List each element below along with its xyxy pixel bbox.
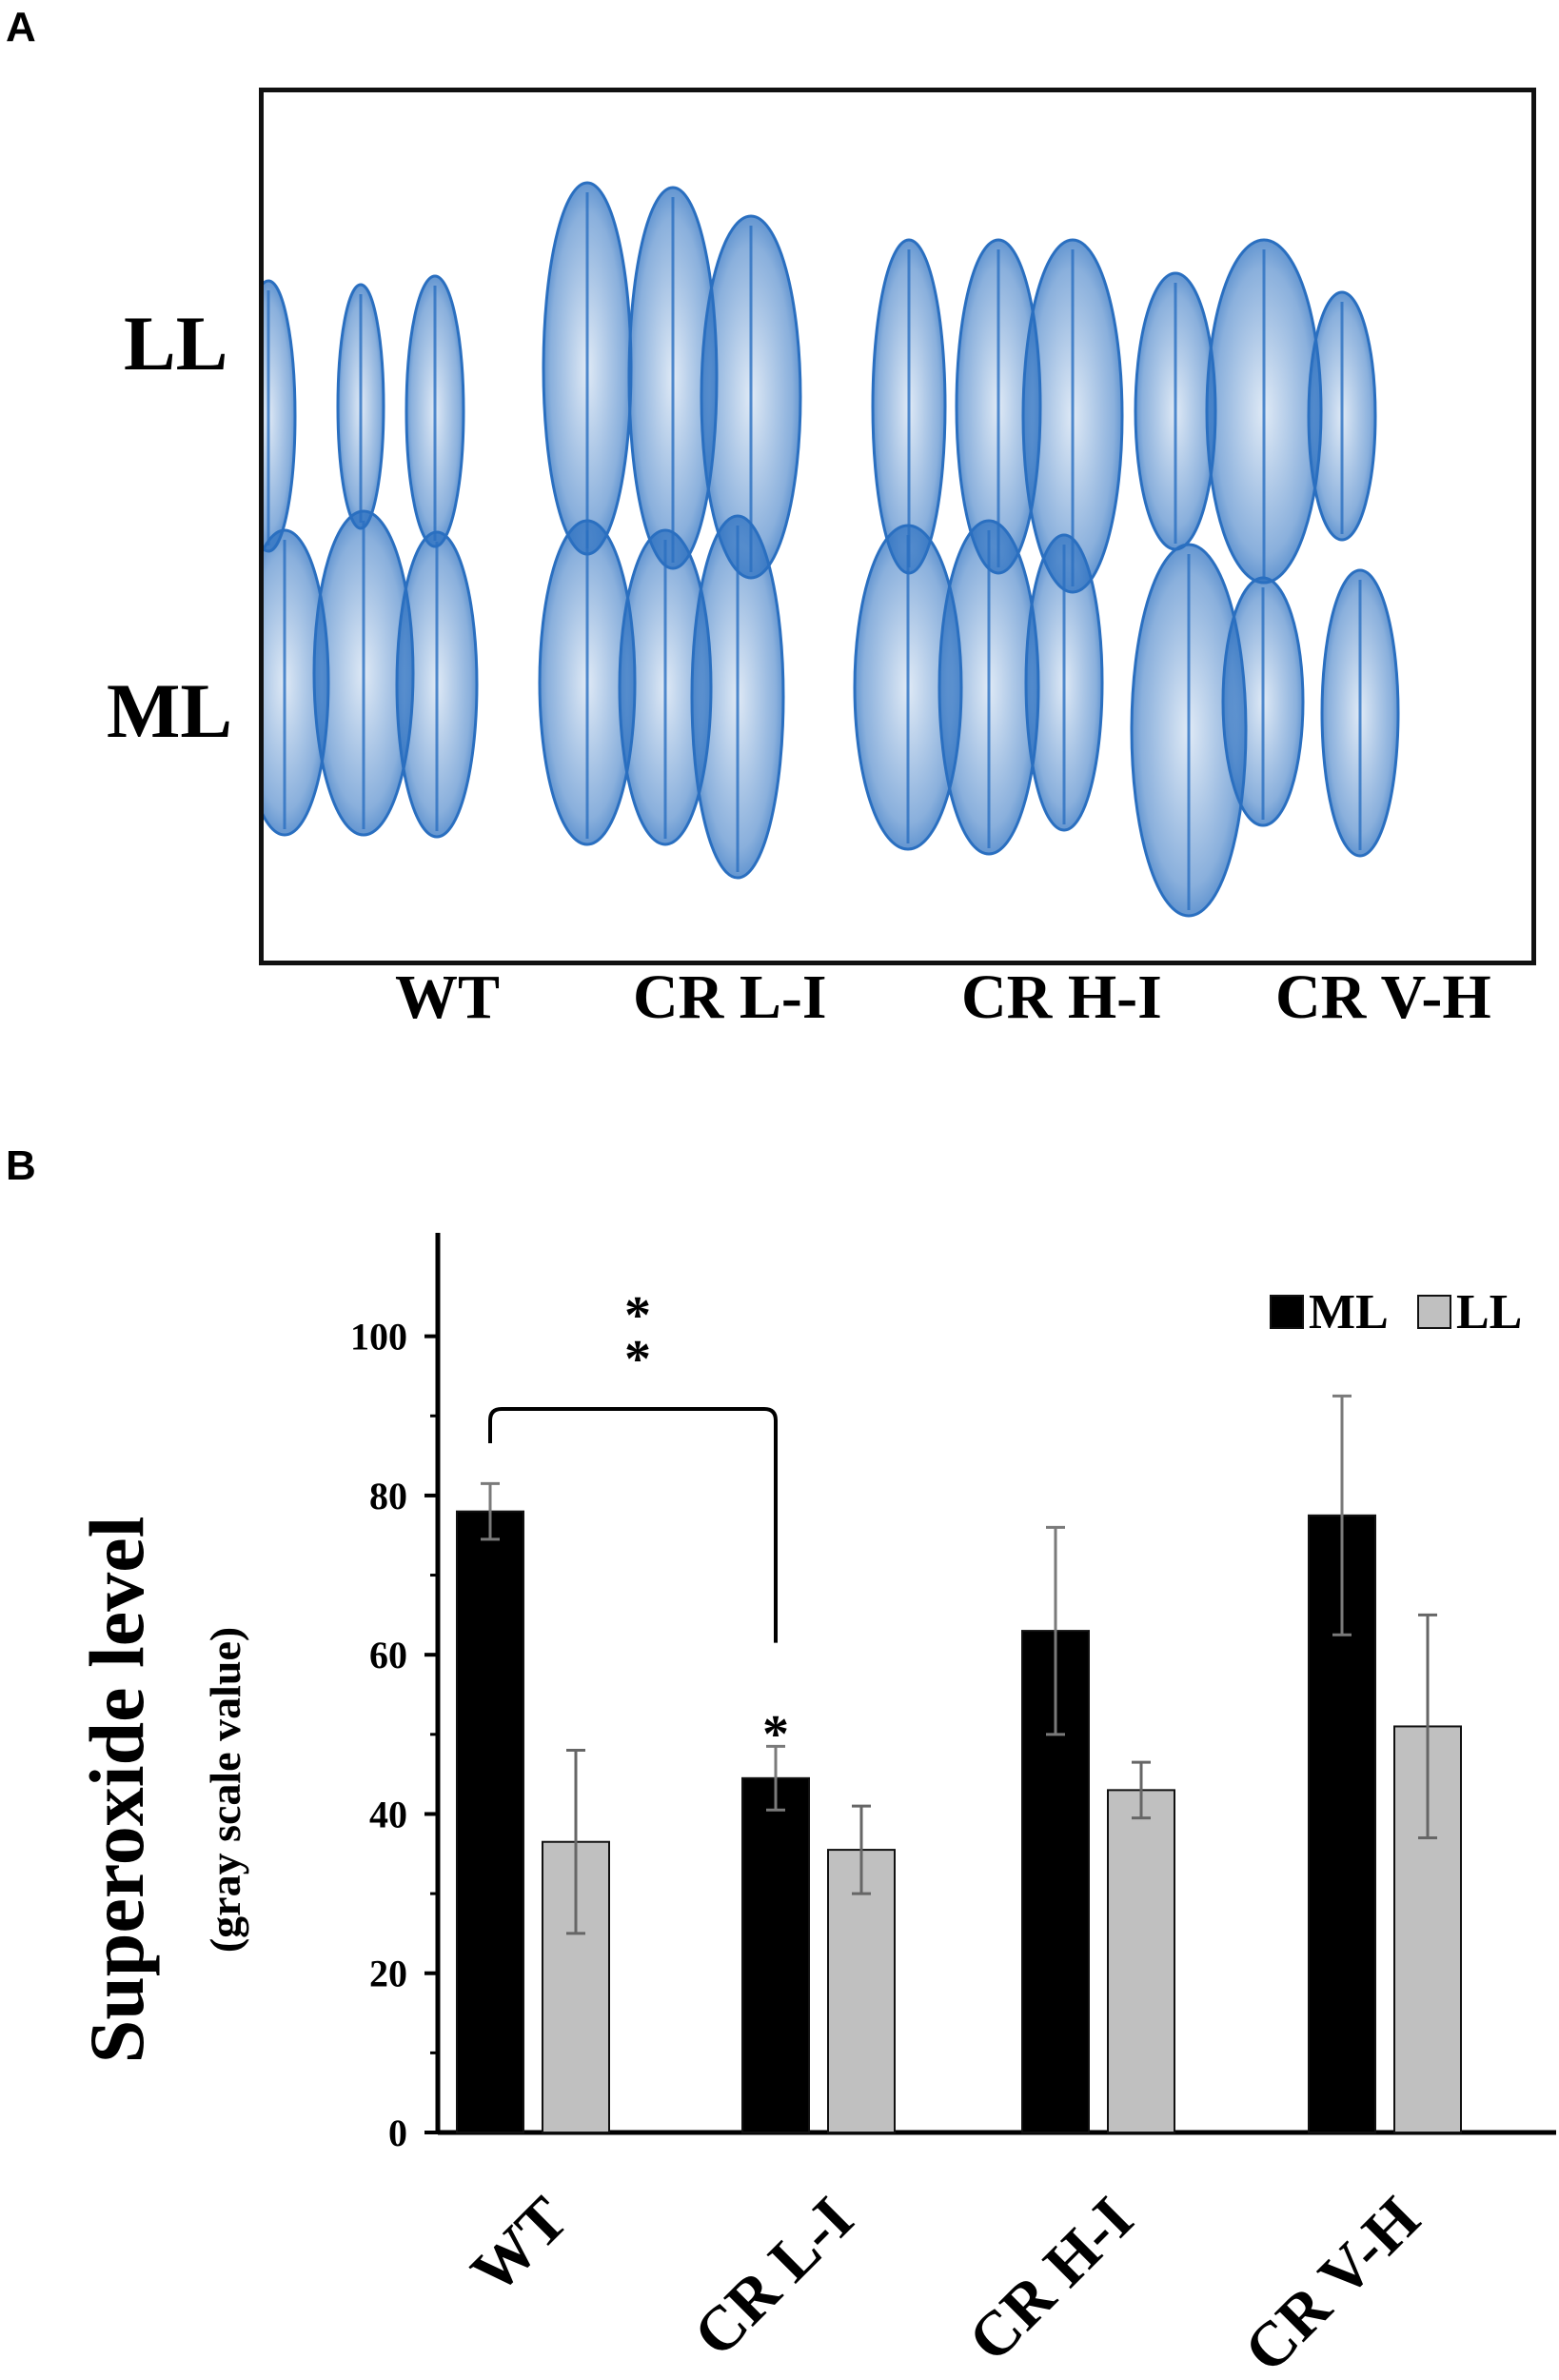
legend-swatch-ml <box>1270 1295 1304 1329</box>
bar-ll-cr-h-i <box>1107 1789 1175 2133</box>
y-tick-label-80: 80 <box>369 1475 407 1517</box>
significance-star-bracket-1: * <box>624 1286 651 1345</box>
y-tick-label-20: 20 <box>369 1953 407 1995</box>
genotype-label-cr-v-h: CR V-H <box>1275 962 1491 1032</box>
bar-ml-wt <box>456 1510 524 2133</box>
leaf-staining-illustration <box>239 181 1400 918</box>
significance-star-cr-l-i: * <box>762 1705 789 1764</box>
y-axis-label: Superoxide level <box>73 1517 160 2064</box>
bar-ll-cr-l-i <box>827 1849 896 2133</box>
row-label-ll: LL <box>124 300 228 387</box>
panel-a-letter: A <box>6 4 36 50</box>
y-axis-sublabel: (gray scale value) <box>201 1627 249 1953</box>
y-tick-label-60: 60 <box>369 1634 407 1676</box>
significance-star-bracket-2: * <box>624 1330 651 1389</box>
x-category-label-cr-l-i: CR L-I <box>681 2184 867 2370</box>
genotype-label-wt: WT <box>395 962 501 1032</box>
panel-b-letter: B <box>6 1142 36 1189</box>
legend-label-ml: ML <box>1309 1285 1389 1339</box>
legend-swatch-ll <box>1417 1295 1451 1329</box>
y-tick-label-0: 0 <box>388 2112 407 2154</box>
y-tick-label-40: 40 <box>369 1793 407 1835</box>
leaf-staining-image <box>239 88 1536 965</box>
y-tick-label-100: 100 <box>350 1316 407 1359</box>
x-category-label-wt: WT <box>458 2184 581 2307</box>
superoxide-bar-chart: 0 20 40 60 80 100 Superoxide level (gray scale … <box>73 1233 1556 2380</box>
genotype-label-cr-l-i: CR L-I <box>633 962 827 1032</box>
x-category-label-cr-v-h: CR V-H <box>1232 2184 1433 2380</box>
bar-ml-cr-l-i <box>741 1776 810 2133</box>
genotype-label-cr-h-i: CR H-I <box>961 962 1162 1032</box>
x-category-label-cr-h-i: CR H-I <box>956 2184 1147 2375</box>
legend-label-ll: LL <box>1456 1285 1522 1339</box>
row-label-ml: ML <box>107 667 233 754</box>
significance-bracket <box>488 1407 778 1643</box>
